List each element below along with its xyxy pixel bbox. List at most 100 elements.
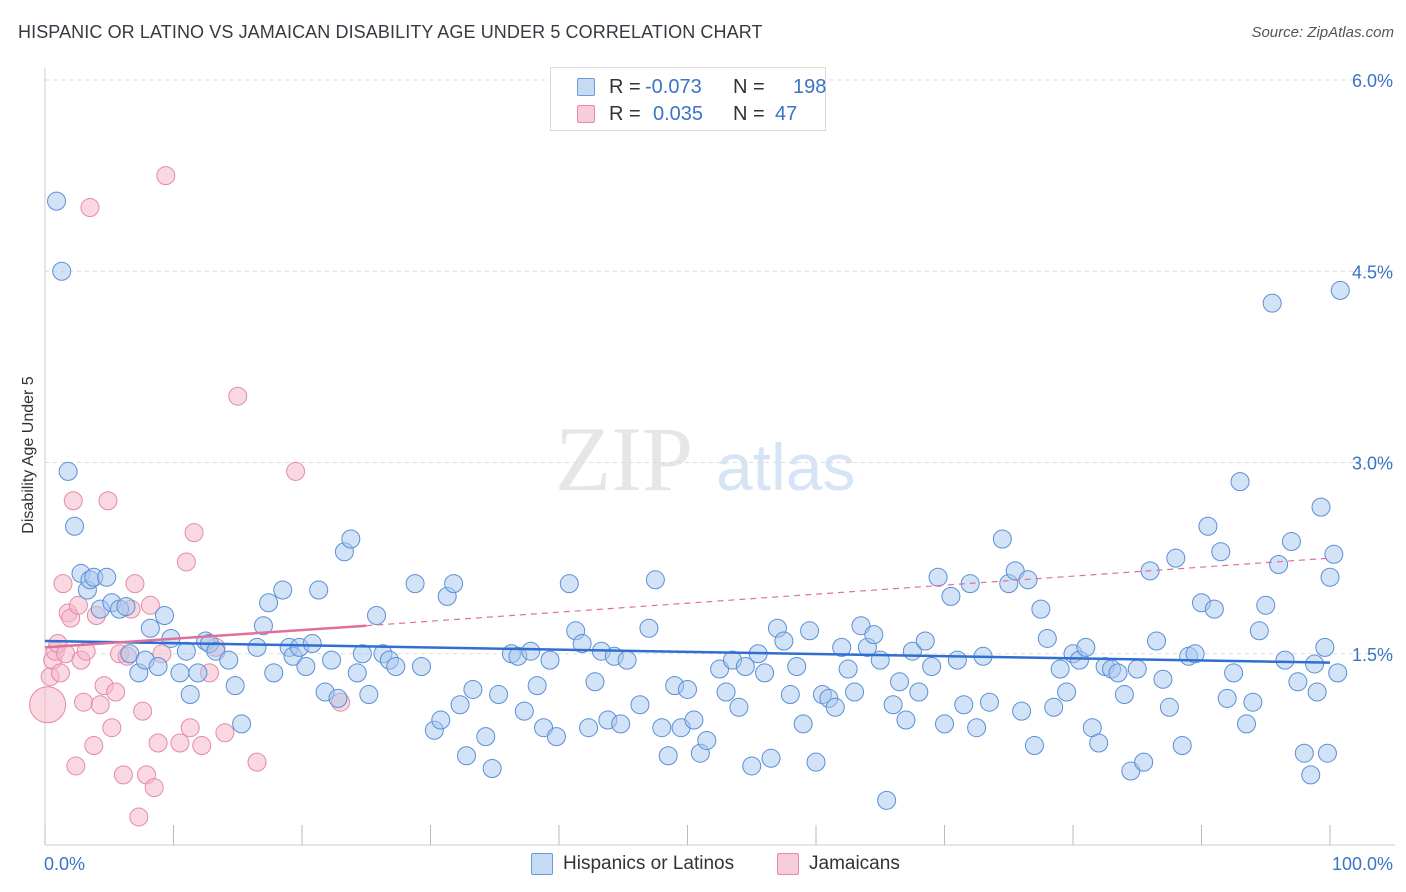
hispanics-point (302, 634, 322, 654)
hispanics-point (456, 746, 476, 766)
bottom-legend-swatch-pink (777, 853, 799, 875)
hispanics-point (482, 759, 502, 778)
hispanics-point (431, 710, 451, 730)
hispanics-point (341, 529, 361, 549)
hispanics-point (1275, 650, 1295, 670)
hispanics-point (514, 701, 534, 721)
hispanics-point (170, 663, 190, 683)
jamaicans-point (170, 733, 190, 753)
hispanics-point (176, 641, 196, 661)
hispanics-point (450, 695, 470, 715)
jamaicans-point (63, 491, 83, 511)
hispanics-point (922, 657, 942, 676)
hispanics-point (155, 606, 175, 625)
hispanics-point (188, 663, 208, 683)
hispanics-point (947, 650, 967, 670)
hispanics-point (1311, 497, 1331, 517)
jamaicans-point (102, 718, 122, 738)
hispanics-point (1166, 548, 1186, 568)
hispanics-point (1037, 628, 1057, 648)
hispanics-point (1076, 637, 1096, 657)
hispanics-point (253, 616, 273, 636)
hispanics-point (148, 657, 168, 676)
jamaicans-point (125, 574, 145, 594)
jamaicans-trend-extension (366, 557, 1331, 627)
hispanics-point (787, 657, 807, 676)
hispanics-point (1185, 644, 1205, 664)
hispanics-point (405, 574, 425, 594)
legend-swatch-blue (577, 78, 595, 96)
hispanics-point (347, 663, 367, 683)
hispanics-point (967, 718, 987, 738)
hispanics-point (309, 580, 329, 600)
hispanics-point (1057, 682, 1077, 702)
hispanics-point (1159, 697, 1179, 717)
hispanics-point (742, 756, 762, 776)
hispanics-point (527, 676, 547, 696)
hispanics-point (1147, 631, 1167, 651)
hispanics-point (1307, 682, 1327, 702)
hispanics-point (890, 672, 910, 692)
hispanics-point (800, 621, 820, 641)
chart-title: HISPANIC OR LATINO VS JAMAICAN DISABILIT… (18, 22, 763, 42)
hispanics-point (864, 625, 884, 645)
hispanics-point (1153, 669, 1173, 689)
hispanics-point (367, 606, 387, 625)
hispanics-point (845, 682, 865, 702)
hispanics-point (359, 685, 379, 705)
hispanics-point (979, 692, 999, 712)
hispanics-point (352, 644, 372, 664)
tick-labels: 1.5% 3.0% 4.5% 6.0% 0.0% 100.0% (44, 71, 1393, 874)
hispanics-point (1269, 555, 1289, 574)
hispanics-point (116, 597, 136, 617)
hispanics-point (521, 641, 541, 661)
hispanics-point (630, 695, 650, 715)
hispanics-point (697, 730, 717, 750)
hispanics-point (572, 634, 592, 654)
hispanics-point (838, 659, 858, 679)
hispanics-point (1217, 688, 1237, 708)
hispanics-point (1114, 685, 1134, 705)
legend-r-value: 0.035 (653, 103, 704, 125)
hispanics-point (65, 516, 85, 536)
hispanics-point (716, 682, 736, 702)
hispanics-point (1294, 743, 1314, 763)
y-tick-label: 4.5% (1352, 262, 1393, 282)
legend-r-label: R = (609, 76, 641, 98)
hispanics-point (832, 637, 852, 657)
hispanics-point (1243, 692, 1263, 712)
legend-n-value: 47 (775, 103, 798, 125)
jamaicans-point (156, 166, 176, 186)
jamaicans-point (180, 718, 200, 738)
x-tick-label: 100.0% (1332, 854, 1393, 874)
hispanics-point (883, 695, 903, 715)
hispanics-point (1324, 544, 1344, 564)
hispanics-point (1089, 733, 1109, 753)
source-label: Source: ZipAtlas.com (1251, 24, 1394, 41)
hispanics-point (639, 618, 659, 638)
y-tick-label: 6.0% (1352, 71, 1393, 91)
jamaicans-trend-line (44, 624, 367, 649)
hispanics-point (658, 746, 678, 766)
hispanics-points (47, 191, 1350, 810)
hispanics-point (992, 529, 1012, 549)
hispanics-point (1230, 472, 1250, 492)
hispanics-point (678, 679, 697, 699)
hispanics-point (296, 657, 316, 676)
hispanics-point (611, 714, 631, 734)
hispanics-point (1301, 765, 1321, 785)
hispanics-point (1320, 567, 1340, 587)
trend-lines (44, 557, 1331, 664)
hispanics-point (652, 718, 672, 738)
bottom-legend-swatch-blue (531, 853, 553, 875)
legend-r-value: -0.073 (645, 76, 702, 98)
hispanics-point (806, 752, 826, 772)
hispanics-point (1330, 280, 1350, 300)
jamaicans-point (192, 736, 212, 756)
jamaicans-point (129, 807, 149, 827)
hispanics-point (954, 695, 974, 715)
hispanics-point (1127, 659, 1147, 679)
hispanics-point (140, 618, 160, 638)
jamaicans-point (66, 756, 86, 776)
hispanics-point (1288, 672, 1308, 692)
